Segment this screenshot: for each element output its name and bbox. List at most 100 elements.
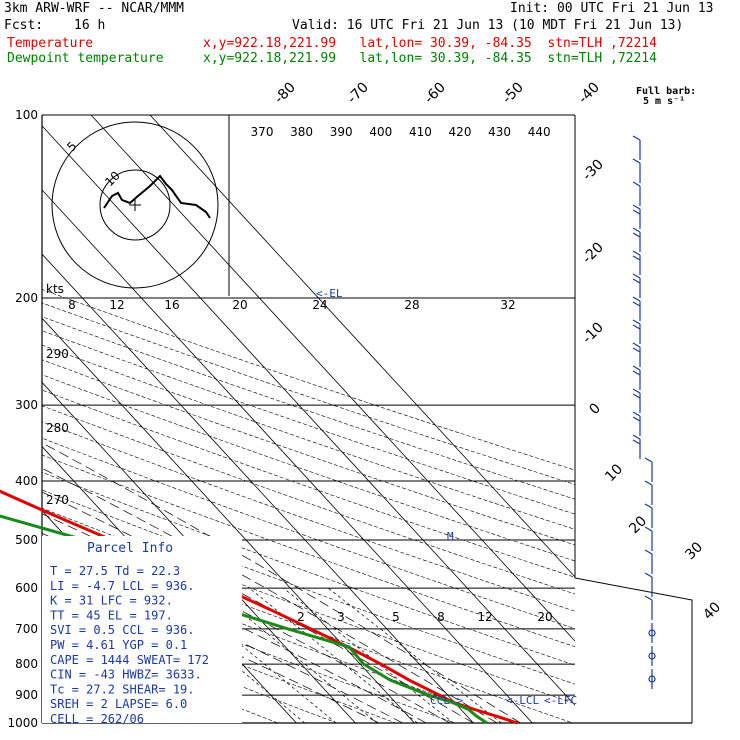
- legend-temperature: Temperature: [7, 36, 94, 51]
- theta-left-label: 290: [46, 347, 69, 361]
- wind-barb-flag: [632, 416, 641, 422]
- isotherm-line: [42, 253, 474, 723]
- model-title: 3km ARW-WRF -- NCAR/MMM: [4, 1, 185, 16]
- isotherm-line: [42, 317, 415, 723]
- wind-barb-flag: [644, 480, 653, 486]
- theta-label: 380: [290, 125, 313, 139]
- wind-barb-flag: [644, 549, 653, 555]
- mixing-ratio-label: 5: [392, 610, 400, 624]
- theta-label: 370: [251, 125, 274, 139]
- parcel-row: SVI = 0.5 CCL = 936.: [50, 623, 195, 637]
- hodograph-speed-label: 32: [500, 298, 515, 312]
- wind-barb: [632, 296, 641, 321]
- legend-dewpoint: Dewpoint temperature: [7, 51, 164, 66]
- isotherm-label: -50: [499, 79, 526, 106]
- fcst-label: Fcst:: [4, 18, 44, 33]
- theta-left-label: 280: [46, 421, 69, 435]
- wind-barb-flag: [632, 232, 641, 238]
- wind-barb: [632, 342, 641, 367]
- wind-barb: [644, 480, 653, 505]
- wind-barb-flag: [632, 411, 641, 417]
- wind-barb: [632, 227, 641, 252]
- hodograph-ring-outer: [51, 121, 219, 289]
- wind-barb-flag: [632, 158, 641, 164]
- mixing-ratio-label: 20: [537, 610, 552, 624]
- pressure-tick-label: 500: [15, 533, 38, 547]
- isotherm-label: -60: [421, 79, 448, 106]
- wind-calm: [648, 652, 656, 660]
- mixing-ratio-label: 8: [437, 610, 445, 624]
- wind-barb-flag: [632, 342, 641, 348]
- pressure-tick-label: 800: [15, 657, 38, 671]
- wind-barb-flag: [632, 204, 641, 210]
- wind-barb: [644, 572, 653, 597]
- wind-barb: [632, 411, 641, 436]
- wind-calm: [648, 629, 656, 637]
- parcel-row: K = 31 LFC = 932.: [50, 594, 173, 608]
- dry-adiabat: [42, 565, 456, 723]
- annotation-label: CCL->: [430, 694, 463, 707]
- hodograph-ring-label: 5: [64, 139, 79, 154]
- hodograph-axis-label: kts: [46, 282, 64, 296]
- wind-barb: [644, 503, 653, 528]
- parcel-row: PW = 4.61 YGP = 0.1: [50, 638, 187, 652]
- isotherm-label: -30: [579, 156, 606, 183]
- dry-adiabat: [42, 289, 575, 471]
- isotherm-label: 0: [586, 400, 604, 418]
- isotherm-line: [90, 115, 575, 642]
- mixing-ratio-label: 3: [337, 610, 345, 624]
- parcel-title: Parcel Info: [87, 541, 173, 556]
- wind-barb-flag: [644, 503, 653, 509]
- wind-barb-flag: [632, 347, 641, 353]
- wind-barb: [644, 595, 653, 620]
- isotherm-label: -80: [271, 79, 298, 106]
- valid-time: Valid: 16 UTC Fri 21 Jun 13 (10 MDT Fri …: [292, 18, 684, 33]
- wind-barb-flag: [632, 319, 641, 325]
- isotherm-label: -20: [579, 239, 606, 266]
- dry-adiabat: [42, 316, 575, 500]
- wind-barb: [648, 646, 656, 666]
- wind-barb-flag: [632, 227, 641, 233]
- wind-barb: [632, 181, 641, 206]
- isotherm-line: [42, 189, 533, 723]
- init-time: Init: 00 UTC Fri 21 Jun 13: [510, 1, 714, 16]
- theta-label: 390: [330, 125, 353, 139]
- mixing-ratio-label: 2: [297, 610, 305, 624]
- isotherm-line: [0, 115, 1, 723]
- wind-barb: [632, 388, 641, 413]
- wind-barb-flag: [644, 572, 653, 578]
- wind-barb: [632, 158, 641, 183]
- full-barb-label: Full barb:: [636, 86, 697, 97]
- wind-barb-flag: [632, 135, 641, 141]
- wind-calm: [648, 675, 656, 683]
- theta-label: 400: [369, 125, 392, 139]
- wind-barb-flag: [632, 434, 641, 440]
- mixing-ratio-line: [328, 587, 502, 723]
- wind-barb: [644, 549, 653, 574]
- pressure-tick-label: 900: [15, 688, 38, 702]
- parcel-box-bg: [42, 536, 242, 723]
- isotherm-line: [42, 125, 575, 706]
- mixing-ratio-label: 12: [477, 610, 492, 624]
- annotation-label: <-LCL: [506, 694, 539, 707]
- wind-barb-flag: [632, 278, 641, 284]
- isotherm-line: [149, 115, 575, 578]
- annotation-label: <-EL: [316, 287, 343, 300]
- parcel-row: CIN = -43 HWBZ= 3633.: [50, 668, 202, 682]
- pressure-tick-label: 200: [15, 291, 38, 305]
- wind-barb-flag: [632, 255, 641, 261]
- pressure-tick-label: 300: [15, 398, 38, 412]
- wind-barb-flag: [644, 457, 653, 463]
- dry-adiabat: [42, 302, 575, 485]
- hodograph-trace: [103, 174, 211, 219]
- dewpoint-line: [0, 514, 488, 725]
- wind-barb-flag: [632, 301, 641, 307]
- parcel-row: TT = 45 EL = 197.: [50, 608, 173, 622]
- wind-barb-flag: [632, 388, 641, 394]
- pressure-tick-label: 100: [15, 108, 38, 122]
- pressure-tick-label: 600: [15, 581, 38, 595]
- isotherm-label: 40: [700, 599, 724, 623]
- dry-adiabat: [42, 606, 338, 723]
- parcel-row: CELL = 262/06: [50, 712, 144, 726]
